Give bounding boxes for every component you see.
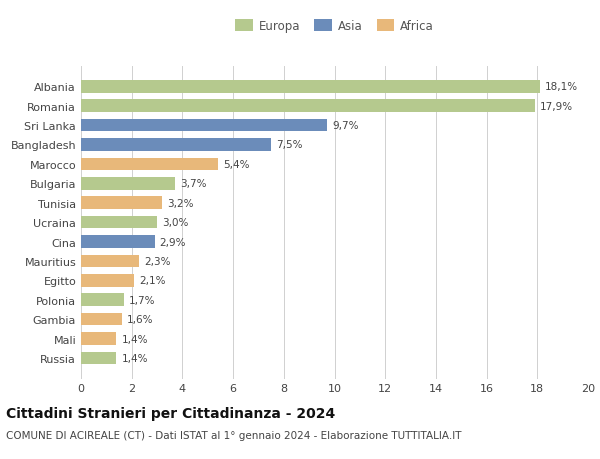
Bar	[81, 274, 134, 287]
Text: 1,6%: 1,6%	[127, 314, 153, 325]
Bar	[81, 216, 157, 229]
Bar	[81, 235, 155, 248]
Bar	[81, 158, 218, 171]
Text: 3,7%: 3,7%	[180, 179, 206, 189]
Bar	[81, 332, 116, 345]
Text: 3,0%: 3,0%	[162, 218, 188, 228]
Text: 3,2%: 3,2%	[167, 198, 194, 208]
Text: 9,7%: 9,7%	[332, 121, 358, 131]
Bar	[81, 313, 122, 326]
Text: 2,3%: 2,3%	[145, 257, 171, 266]
Text: 2,1%: 2,1%	[139, 276, 166, 285]
Bar	[81, 294, 124, 307]
Text: 17,9%: 17,9%	[540, 101, 573, 112]
Text: 18,1%: 18,1%	[545, 82, 578, 92]
Bar	[81, 81, 540, 93]
Text: 5,4%: 5,4%	[223, 160, 250, 169]
Bar	[81, 255, 139, 268]
Bar	[81, 197, 162, 210]
Bar	[81, 178, 175, 190]
Text: COMUNE DI ACIREALE (CT) - Dati ISTAT al 1° gennaio 2024 - Elaborazione TUTTITALI: COMUNE DI ACIREALE (CT) - Dati ISTAT al …	[6, 430, 461, 440]
Text: 2,9%: 2,9%	[160, 237, 186, 247]
Bar	[81, 119, 327, 132]
Bar	[81, 100, 535, 113]
Text: 1,7%: 1,7%	[129, 295, 155, 305]
Text: 1,4%: 1,4%	[122, 353, 148, 363]
Text: 1,4%: 1,4%	[122, 334, 148, 344]
Text: 7,5%: 7,5%	[276, 140, 302, 150]
Bar	[81, 352, 116, 364]
Text: Cittadini Stranieri per Cittadinanza - 2024: Cittadini Stranieri per Cittadinanza - 2…	[6, 406, 335, 420]
Legend: Europa, Asia, Africa: Europa, Asia, Africa	[232, 16, 437, 36]
Bar	[81, 139, 271, 151]
